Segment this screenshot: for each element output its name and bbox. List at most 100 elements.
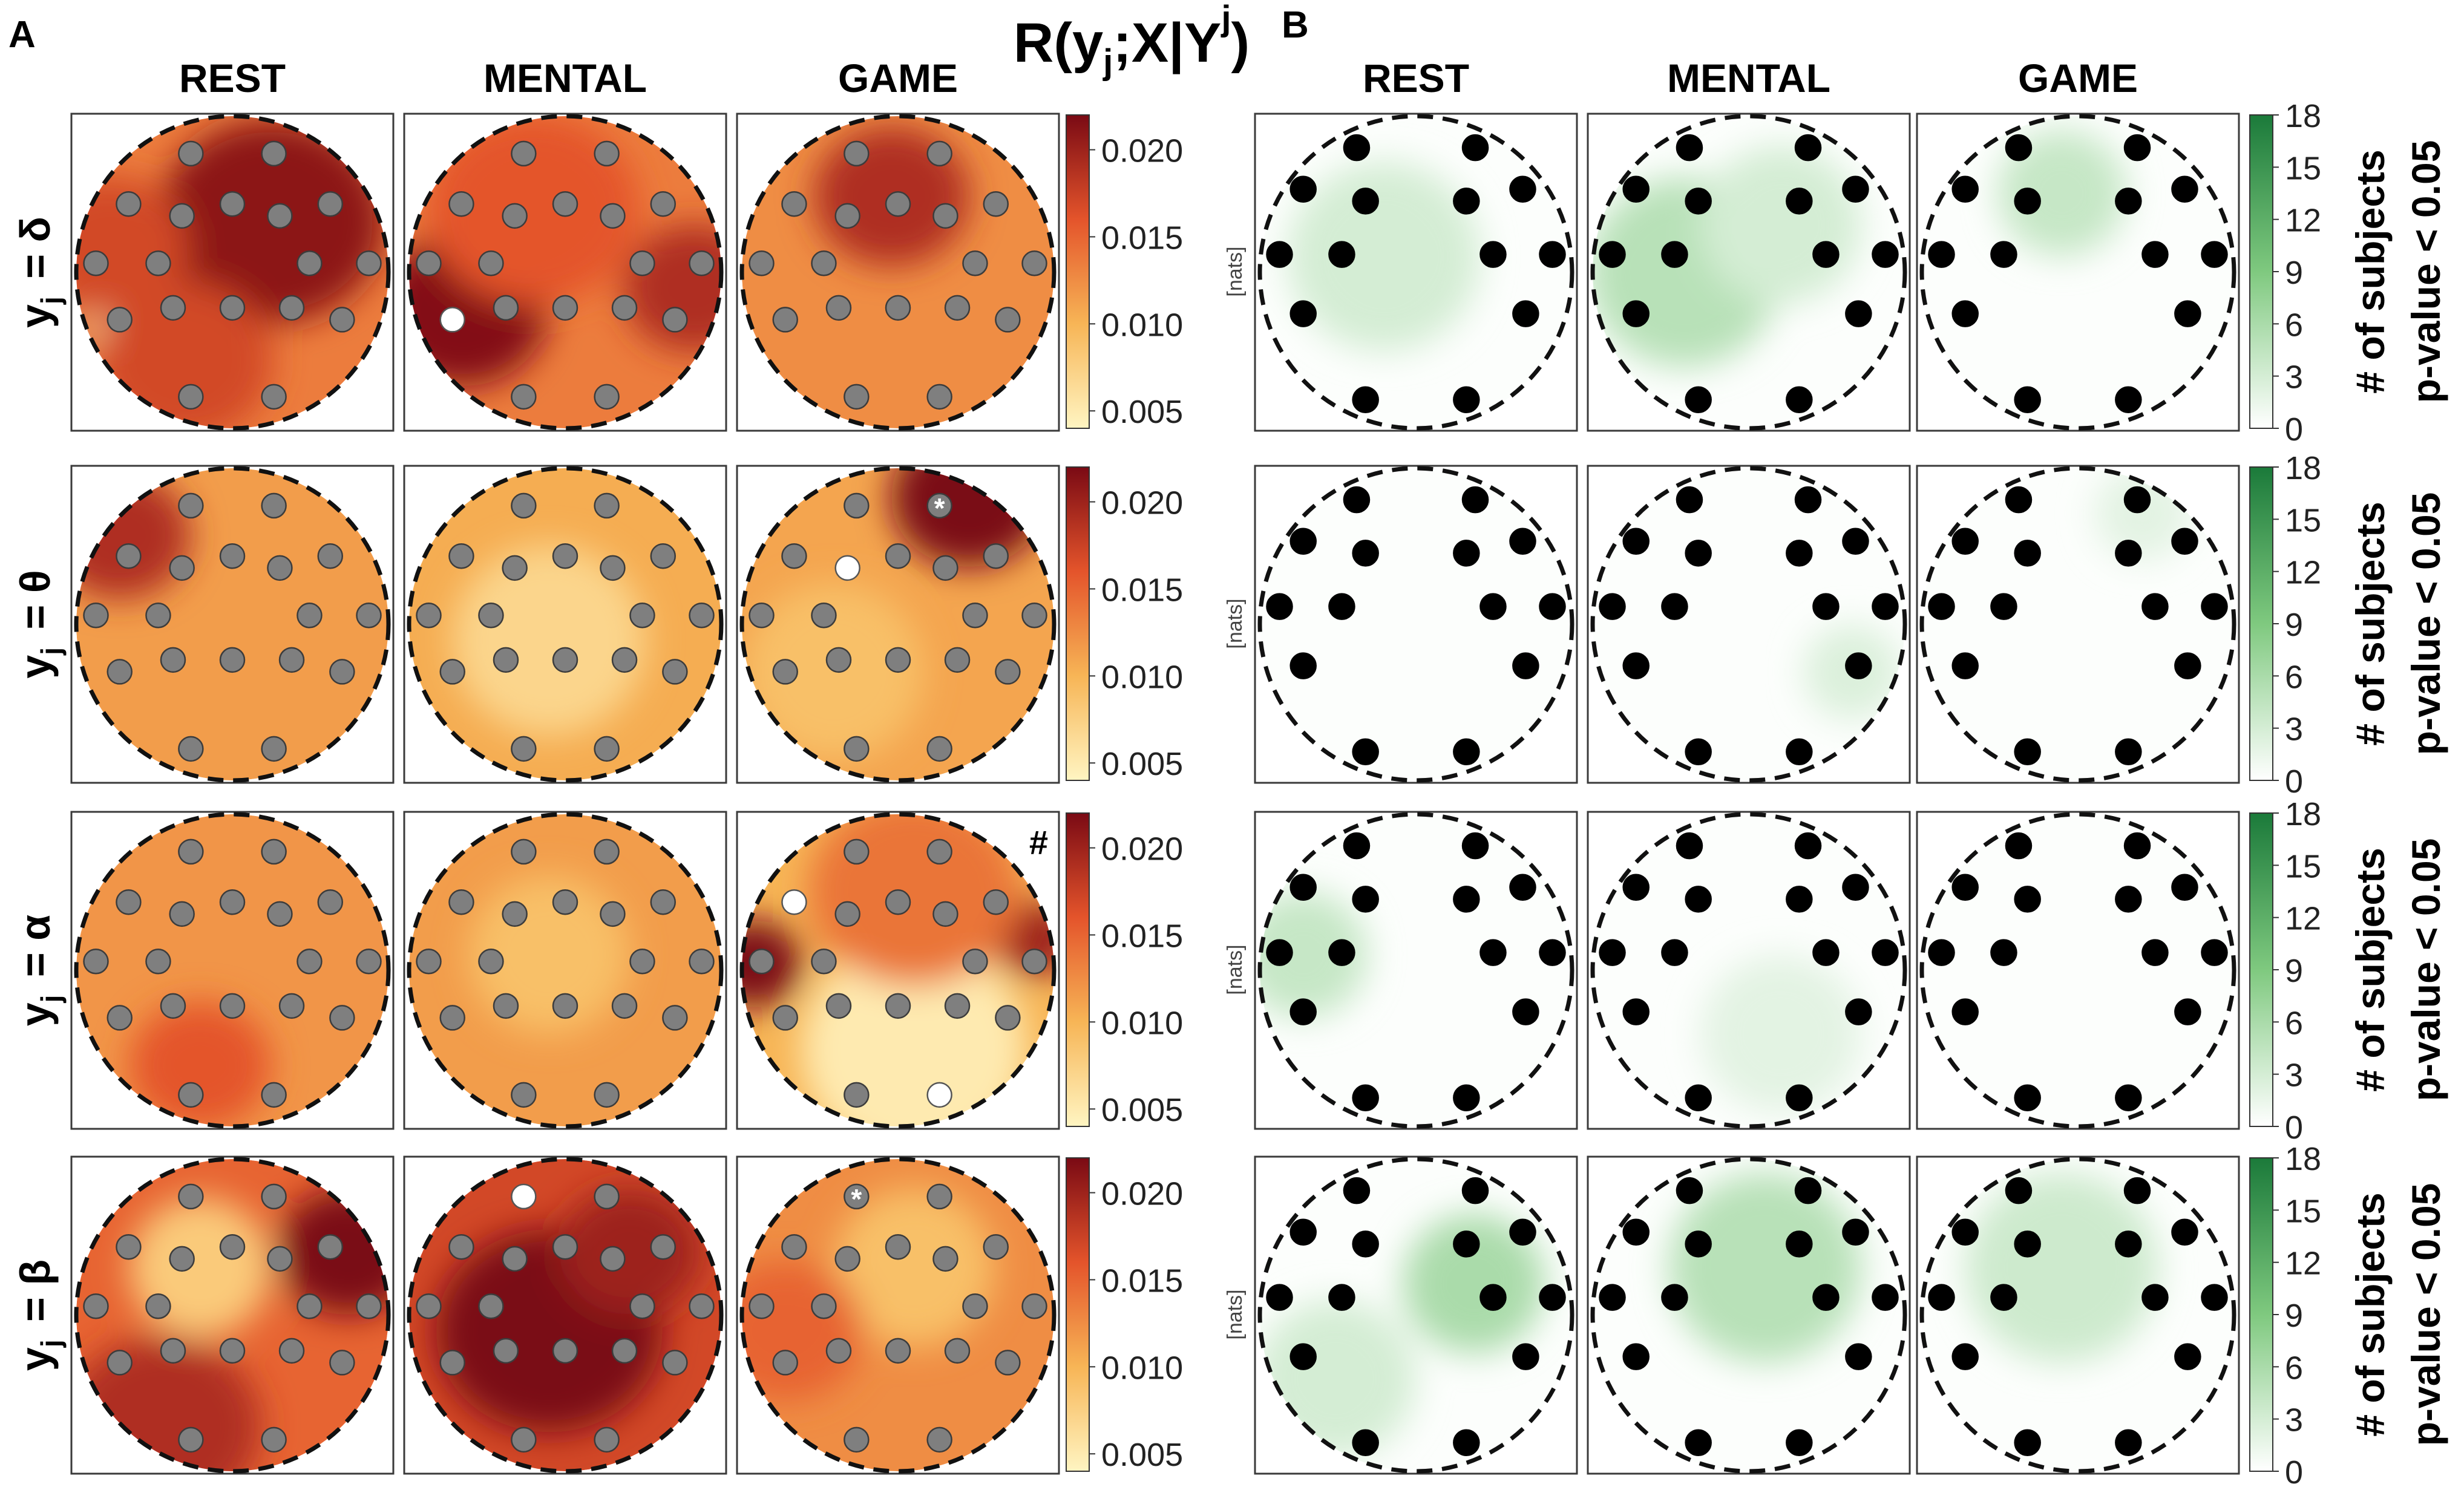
electrode (1021, 603, 1047, 629)
electrode (2014, 386, 2041, 414)
electrode (1512, 1343, 1539, 1370)
row-label-sub: j (35, 995, 67, 1004)
field-significance-region (1700, 145, 1862, 304)
electrode (811, 250, 837, 276)
electrode (1685, 540, 1712, 567)
electrode (106, 1005, 133, 1031)
electrode (1453, 540, 1480, 567)
electrode (825, 295, 852, 321)
topomap (1254, 113, 1578, 432)
electrode (2014, 886, 2041, 913)
colorbar-a-tick-label: 0.015 (1101, 220, 1183, 256)
colorbar-a-tick-label: 0.020 (1101, 133, 1183, 169)
electrode (261, 1082, 287, 1108)
electrode (219, 647, 246, 673)
colorbar-a (1066, 812, 1090, 1127)
electrode (2171, 874, 2198, 901)
electrode (1343, 134, 1371, 162)
field-base (1922, 814, 2234, 1126)
electrode (1328, 593, 1355, 620)
head-outline (74, 812, 391, 1129)
electrode (1021, 949, 1047, 975)
electrode (1812, 1284, 1840, 1311)
electrode-significant (926, 1082, 952, 1108)
column-header-game: GAME (2018, 56, 2138, 100)
electrode (825, 1338, 852, 1364)
electrode (439, 1005, 465, 1031)
electrode (1685, 188, 1712, 215)
electrode (1289, 175, 1317, 203)
electrode (1951, 175, 1979, 203)
electrode (844, 1426, 870, 1453)
electrode (116, 1234, 142, 1260)
units-label: [nats] (1224, 598, 1247, 649)
electrode (278, 1338, 305, 1364)
field-low-region (452, 544, 646, 736)
head-outline (1590, 114, 1907, 431)
electrode (781, 191, 807, 217)
field-significance-region (1403, 1214, 1545, 1353)
units-label: [nats] (1224, 246, 1247, 296)
electrode (1872, 241, 1899, 268)
colorbar-b-tick-label: 9 (2285, 255, 2303, 291)
electrode (178, 1183, 204, 1210)
electrode (1685, 886, 1712, 913)
electrode (689, 250, 715, 276)
colorbar-a (1066, 1157, 1090, 1472)
topomap (70, 811, 395, 1130)
field-significance-region (1668, 1172, 1862, 1363)
electrode (1509, 175, 1536, 203)
electrode (493, 647, 519, 673)
electrode (1021, 250, 1047, 276)
electrode (1453, 188, 1480, 215)
electrode (885, 889, 911, 915)
field-significance-region (1997, 129, 2126, 257)
electrode (1842, 874, 1869, 901)
electrode (511, 492, 537, 519)
topomap (403, 113, 727, 432)
topomap-field (1593, 814, 1905, 1126)
electrode (844, 1082, 870, 1108)
electrode (1352, 1084, 1379, 1112)
row-labels: yj = δyj = θyj = αyj = β (11, 217, 67, 1371)
topomap-field (1260, 468, 1572, 780)
electrode (611, 647, 638, 673)
electrode (662, 307, 688, 333)
electrode (932, 1246, 958, 1272)
electrode (511, 736, 537, 762)
electrode (2014, 1429, 2041, 1457)
electrode (1622, 528, 1650, 555)
electrode (317, 889, 344, 915)
electrode (416, 603, 442, 629)
electrode (1622, 175, 1650, 203)
electrode (356, 250, 382, 276)
head-outline (407, 114, 724, 431)
panel-a-colorbars: 0.005 0.010 0.015 0.020 [nats] 0.005 0.010 0.01… (1066, 114, 1247, 1473)
electrode (1990, 939, 2017, 966)
colorbar-a-tick-label: 0.015 (1101, 572, 1183, 608)
electrode (552, 543, 578, 569)
electrode (297, 603, 323, 629)
topomap (1587, 465, 1911, 784)
electrode (1289, 652, 1317, 679)
head-outline (407, 466, 724, 783)
electrode (1786, 386, 1813, 414)
electrode (1461, 134, 1489, 162)
topomap-field (1922, 1159, 2234, 1471)
electrode (1685, 1230, 1712, 1258)
electrode (1622, 300, 1650, 327)
electrode (511, 838, 537, 865)
electrode (478, 250, 504, 276)
electrode (160, 295, 186, 321)
electrode (169, 1246, 195, 1272)
electrode (1599, 593, 1626, 620)
electrode (1951, 300, 1979, 327)
electrode (926, 1426, 952, 1453)
main-title-part: R(y (1014, 12, 1103, 74)
electrode (983, 191, 1009, 217)
topomap-field (1260, 814, 1572, 1126)
colorbar-b-tick-label: 12 (2285, 1246, 2321, 1282)
electrode (1794, 832, 1822, 860)
electrode (662, 1350, 688, 1376)
electrode (2201, 593, 2228, 620)
